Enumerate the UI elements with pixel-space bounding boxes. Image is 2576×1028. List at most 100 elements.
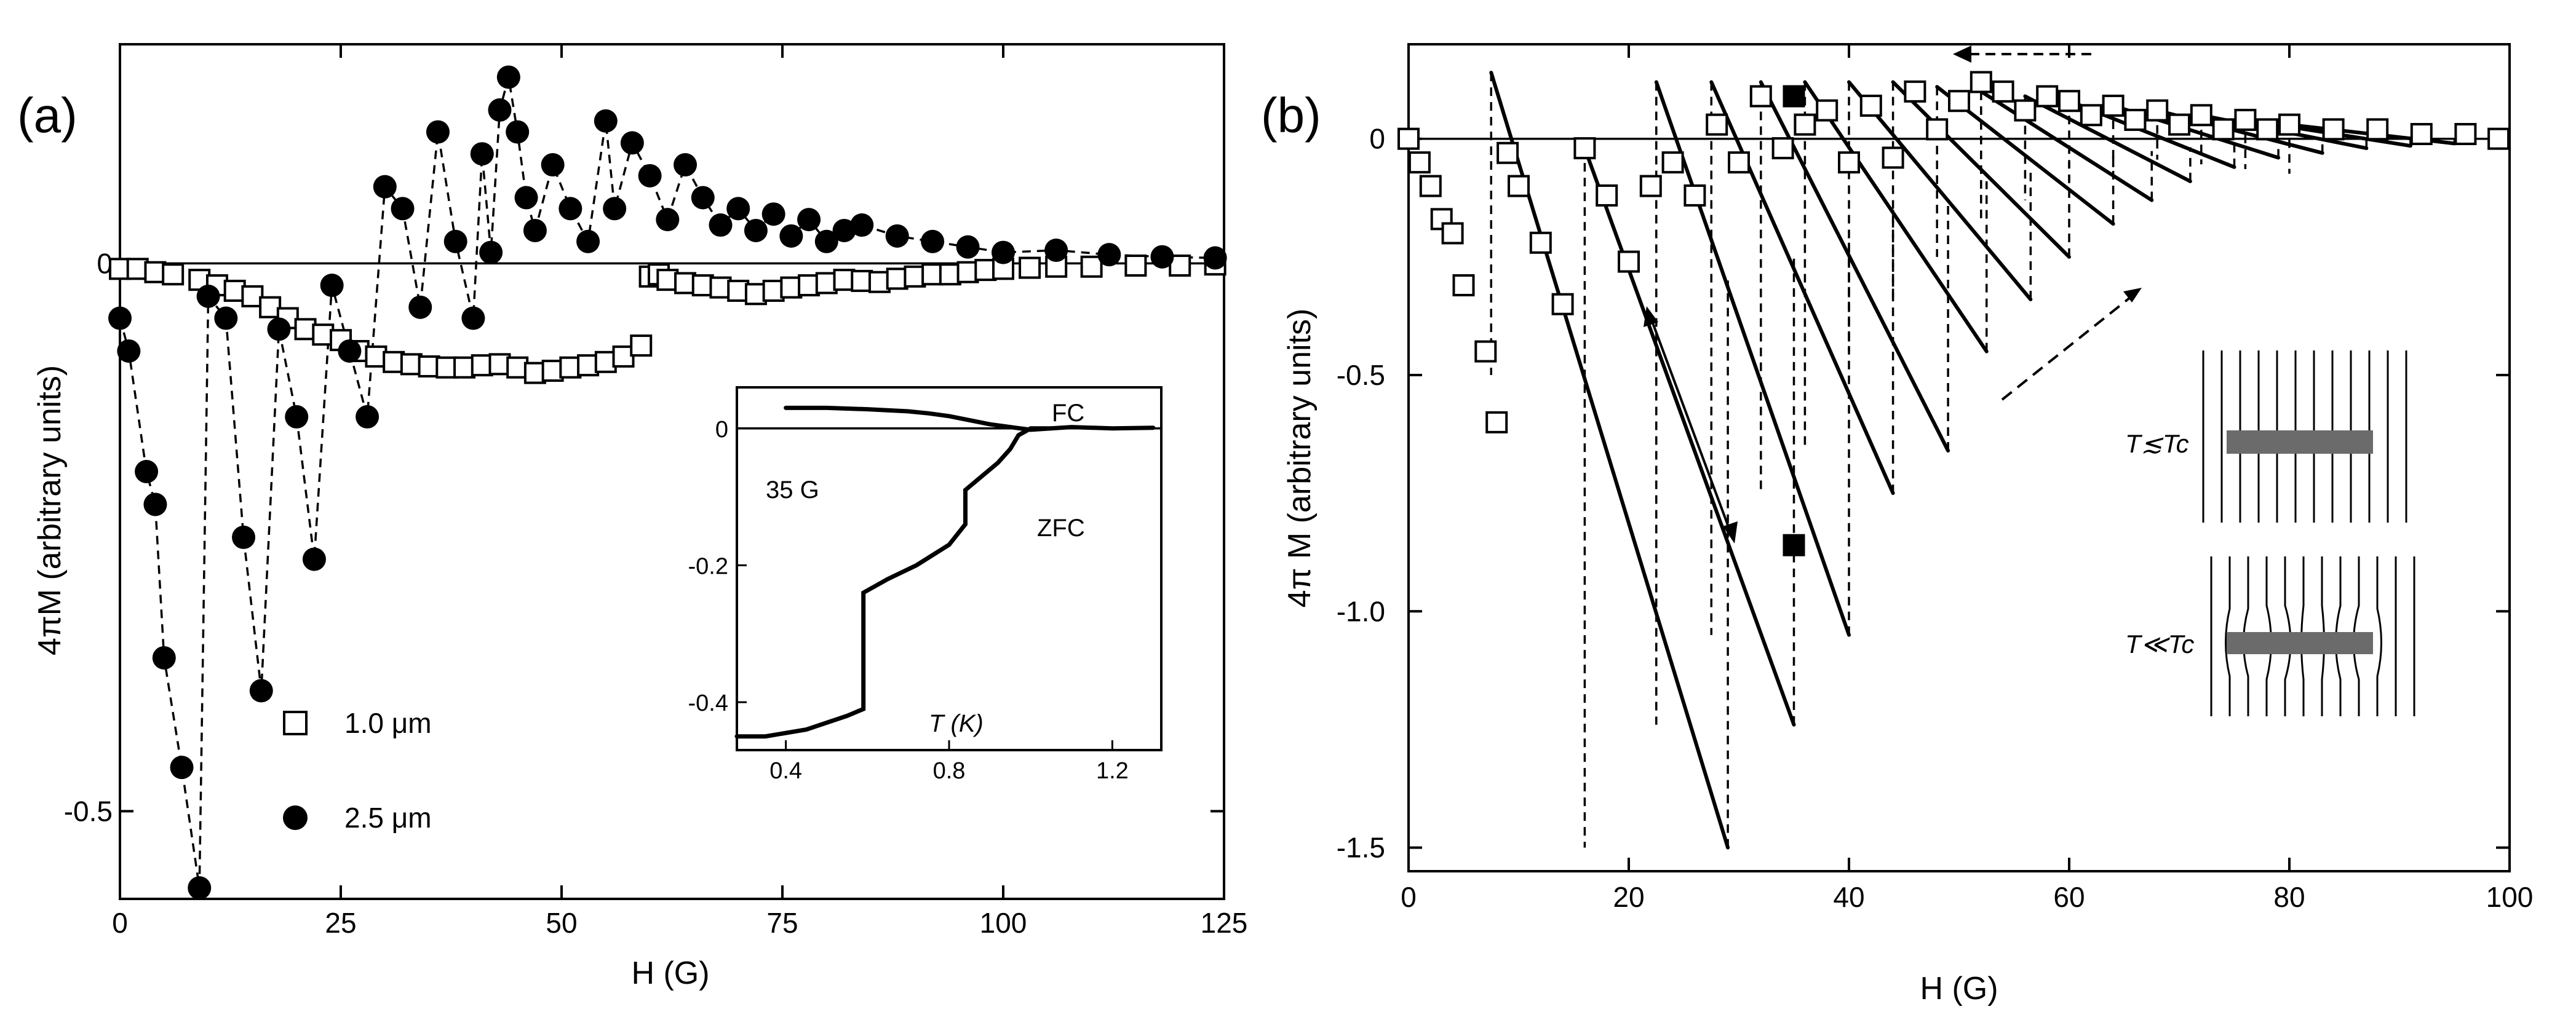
series-1-0um-point: [656, 269, 679, 291]
b-square-point: [1794, 113, 1816, 136]
b-square-point: [1904, 80, 1926, 103]
series-2-5um-point: [761, 202, 785, 226]
series-2-5um-point: [1097, 243, 1121, 267]
b-square-point: [1838, 151, 1860, 174]
b-filled-square-point: [1783, 534, 1805, 556]
series-2-5um-point: [443, 229, 467, 253]
series-2-5um-point: [674, 153, 698, 177]
series-2-5um-point: [1150, 245, 1174, 269]
b-ytick-label: -1.5: [1337, 832, 1385, 864]
panel-b-data-points: [1397, 71, 2510, 556]
b-square-point: [1816, 99, 1839, 122]
panel-b-ticks: [1407, 44, 2511, 871]
inset-x-axis-title: T (K): [929, 710, 984, 737]
series-1-0um-point: [126, 258, 149, 280]
series-1-0um-point: [594, 350, 617, 373]
panel-b-solid-branches: [1489, 71, 2457, 850]
b-square-point: [1419, 175, 1442, 197]
series-2-5um-point: [656, 208, 680, 232]
series-2-5um-point: [117, 339, 141, 363]
b-square-point: [2190, 104, 2212, 127]
b-square-point: [2168, 113, 2190, 136]
series-1-0um-point: [144, 261, 167, 283]
panel-b-label: (b): [1261, 88, 1321, 143]
series-2-5um-point: [135, 460, 159, 483]
series-2-5um-point: [638, 164, 662, 188]
series-1-0um-point: [956, 261, 979, 283]
panel-b-tick-labels: 0 20 40 60 80 100 0 -0.5 -1.0 -1.5: [1337, 123, 2534, 913]
series-2-5um-point: [285, 405, 309, 429]
sample-bar: [2227, 430, 2373, 454]
inset-fc-label: FC: [1052, 400, 1084, 427]
inset-fc-curve: [784, 405, 1156, 432]
series-2-5um-point: [956, 235, 980, 259]
a-xtick-label: 25: [325, 907, 356, 939]
b-square-point: [1485, 411, 1508, 433]
field-line: [2376, 556, 2382, 716]
series-2-5um-point: [850, 213, 874, 237]
b-square-point: [1859, 94, 1882, 117]
b-xtick-label: 60: [2053, 881, 2085, 913]
b-square-point: [1397, 127, 1420, 150]
legend-label-2-5um: 2.5 μm: [344, 802, 432, 834]
series-1-0um-point: [612, 345, 635, 368]
series-2-5um-point: [391, 197, 415, 221]
b-xtick-label: 100: [2486, 881, 2534, 913]
inset-ytick-label: -0.4: [688, 690, 728, 716]
schematic-bottom-label: T≪Tc: [2125, 630, 2194, 658]
b-square-point: [1618, 250, 1640, 273]
series-1-0um-point: [630, 334, 653, 357]
b-square-point: [1474, 340, 1497, 363]
inset-tick-labels: 0.4 0.8 1.2 0 -0.2 -0.4: [688, 417, 1129, 784]
b-square-point: [2278, 113, 2300, 136]
b-square-point: [1882, 146, 1904, 169]
panel-a-ticks: [119, 44, 1225, 899]
series-2-5um-point: [496, 65, 520, 89]
arrow-double-line: [1650, 319, 1731, 531]
series-2-5um-point: [797, 208, 821, 232]
b-square-point: [2256, 118, 2279, 141]
b-square-point: [2366, 118, 2389, 141]
b-square-point: [2058, 90, 2080, 113]
schematic-top-label: T≲Tc: [2125, 429, 2189, 458]
series-2-5um-point: [214, 306, 238, 330]
schematic-bottom: T≪Tc: [2125, 556, 2415, 716]
series-2-5um-point: [470, 142, 494, 166]
series-1-0um-point: [1169, 254, 1191, 277]
series-1-0um-point: [453, 356, 476, 379]
series-2-5um-point: [1044, 239, 1068, 263]
inset-xtick-label: 1.2: [1096, 758, 1129, 784]
a-xtick-label: 125: [1201, 907, 1248, 939]
series-2-5um-point: [691, 186, 715, 210]
b-square-point: [1452, 274, 1475, 296]
series-1-0um-point: [886, 267, 908, 290]
series-2-5um-point: [726, 197, 750, 221]
b-square-point: [1948, 90, 1970, 113]
panel-a-legend: 1.0 μm 2.5 μm: [283, 707, 432, 834]
b-square-point: [1728, 151, 1750, 174]
series-1-0um-point: [1080, 255, 1103, 278]
series-2-5um-point: [338, 339, 362, 363]
inset-ytick-label: 0: [715, 417, 728, 443]
branch-curve: [1979, 89, 2154, 202]
series-2-5um-point: [814, 229, 838, 253]
series-2-5um-point: [506, 120, 530, 144]
legend-label-1um: 1.0 μm: [344, 707, 432, 739]
series-1-0um-point: [868, 271, 891, 293]
panel-a-frame: [119, 43, 1225, 900]
series-2-5um-point: [744, 218, 768, 242]
b-square-point: [2102, 94, 2125, 117]
branch-curve: [1583, 146, 1796, 727]
branch-curve: [1709, 80, 1895, 496]
series-2-5um-point: [196, 284, 220, 308]
series-2-5um-point: [479, 240, 503, 264]
series-1-0um-point: [435, 356, 458, 379]
panel-a-inset: 0.4 0.8 1.2 0 -0.2 -0.4 FC ZFC 35 G T (K…: [688, 386, 1163, 784]
b-square-point: [1926, 118, 1949, 141]
a-xtick-label: 50: [546, 907, 577, 939]
inset-zfc-label: ZFC: [1037, 515, 1085, 542]
panel-b-arrows: [1644, 45, 2142, 544]
b-xtick-label: 80: [2273, 881, 2305, 913]
b-square-point: [2212, 118, 2235, 141]
